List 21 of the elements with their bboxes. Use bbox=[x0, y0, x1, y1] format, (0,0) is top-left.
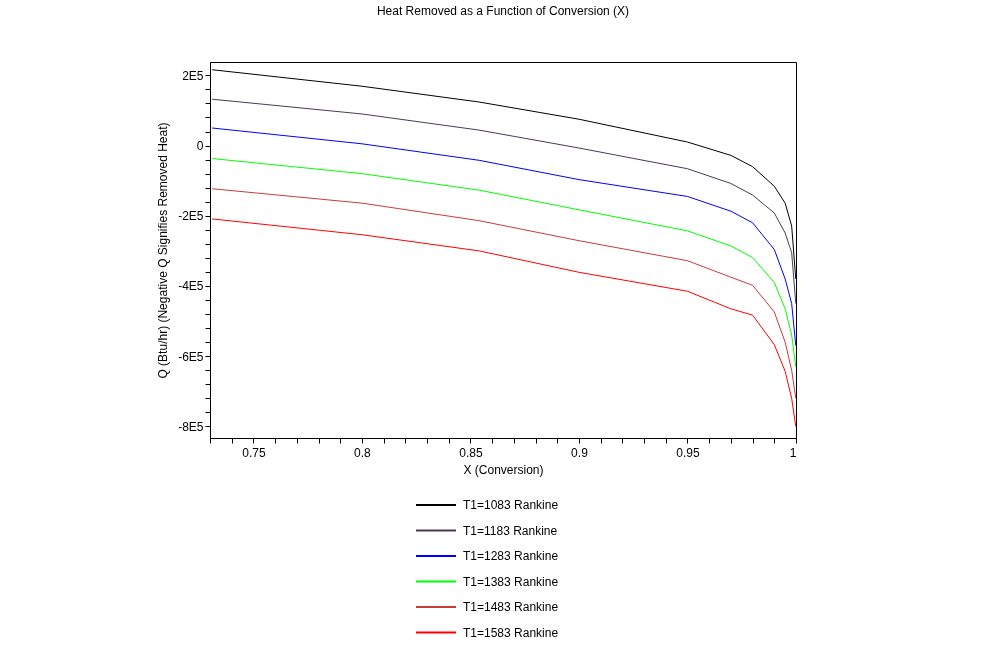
y-axis-title: Q (Btu/hr) (Negative Q Signifies Removed Heat) bbox=[156, 122, 171, 379]
legend-label: T1=1383 Rankine bbox=[463, 574, 559, 589]
chart-title: Heat Removed as a Function of Conversion (X) bbox=[376, 4, 630, 18]
y-tick-label: -2E5 bbox=[178, 209, 204, 224]
legend-label: T1=1283 Rankine bbox=[463, 549, 559, 563]
x-tick-label: 0.8 bbox=[354, 445, 372, 460]
y-tick-label: 0 bbox=[196, 139, 204, 154]
legend-label: T1=1483 Rankine bbox=[463, 600, 559, 614]
y-tick-label: -4E5 bbox=[178, 279, 204, 294]
legend-label: T1=1583 Rankine bbox=[463, 625, 559, 640]
x-axis-title: X (Conversion) bbox=[463, 462, 544, 477]
legend-label: T1=1183 Rankine bbox=[463, 523, 558, 538]
x-tick-label: 0.9 bbox=[571, 445, 589, 460]
x-tick-label: 0.75 bbox=[242, 445, 266, 460]
y-tick-label: -6E5 bbox=[178, 349, 204, 364]
x-tick-label: 0.95 bbox=[676, 445, 700, 460]
x-tick-label: 1 bbox=[789, 445, 797, 460]
x-tick-label: 0.85 bbox=[459, 445, 483, 460]
y-tick-label: 2E5 bbox=[182, 68, 204, 83]
legend-label: T1=1083 Rankine bbox=[463, 498, 559, 512]
y-tick-label: -8E5 bbox=[178, 419, 204, 434]
